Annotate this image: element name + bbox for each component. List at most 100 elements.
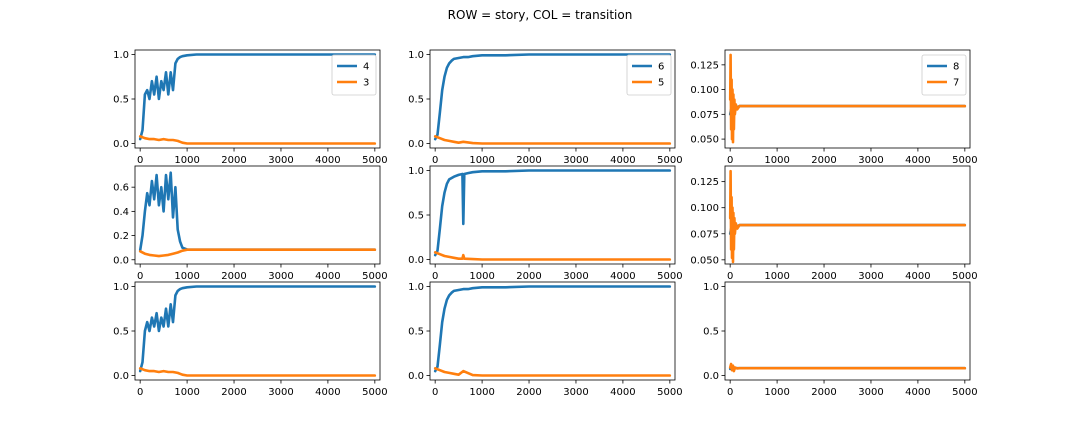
x-tick-label: 4000 xyxy=(610,387,635,398)
x-tick-label: 5000 xyxy=(362,155,387,166)
x-tick-label: 2000 xyxy=(811,271,836,282)
series-line-s0-p3 xyxy=(138,171,377,252)
x-tick-label: 5000 xyxy=(362,387,387,398)
legend-box xyxy=(626,54,672,96)
figure-title: ROW = story, COL = transition xyxy=(447,8,633,22)
x-tick-label: 2000 xyxy=(221,271,246,282)
y-tick-label: 0.5 xyxy=(408,327,424,338)
series-line-s1-p8 xyxy=(728,362,967,373)
series-line-s1-p4 xyxy=(433,251,672,261)
y-tick-label: 1.0 xyxy=(408,50,424,61)
x-tick-label: 4000 xyxy=(315,387,340,398)
subplot-r1-c0: 0 1000 2000 3000 4000 5000 0.0 0.2 0.4 0.6 xyxy=(113,165,388,282)
x-tick-label: 4000 xyxy=(905,271,930,282)
subplot-r0-c2: 0 1000 2000 3000 4000 5000 0.050 0.075 0.100 0.12… xyxy=(690,49,978,166)
x-tick-label: 5000 xyxy=(952,271,977,282)
x-tick-label: 5000 xyxy=(657,387,682,398)
y-tick-label: 0.5 xyxy=(408,95,424,106)
series-line-4-p0 xyxy=(138,53,377,141)
series-line-s0-p5 xyxy=(728,223,967,236)
x-tick-label: 2000 xyxy=(221,155,246,166)
x-tick-label: 1000 xyxy=(469,387,494,398)
series-line-s0-p7 xyxy=(433,285,672,373)
subplot-r1-c1: 0 1000 2000 3000 4000 5000 0.0 0.5 1.0 xyxy=(408,165,683,282)
legend-label: 4 xyxy=(363,62,369,73)
x-tick-label: 0 xyxy=(137,271,143,282)
series-line-6-p1 xyxy=(433,53,672,141)
x-tick-label: 3000 xyxy=(563,155,588,166)
y-tick-label: 0.6 xyxy=(113,183,129,194)
x-tick-label: 0 xyxy=(137,387,143,398)
y-tick-label: 1.0 xyxy=(113,282,129,293)
axes-frame xyxy=(134,165,381,265)
y-tick-label: 0.4 xyxy=(113,207,129,218)
x-tick-label: 2000 xyxy=(516,387,541,398)
y-tick-label: 0.5 xyxy=(408,211,424,222)
x-tick-label: 3000 xyxy=(858,155,883,166)
x-tick-label: 1000 xyxy=(764,155,789,166)
legend-label: 6 xyxy=(658,62,664,73)
x-tick-label: 0 xyxy=(432,271,438,282)
x-tick-label: 1000 xyxy=(174,387,199,398)
x-tick-label: 3000 xyxy=(563,387,588,398)
axes-frame xyxy=(724,281,971,381)
x-tick-label: 4000 xyxy=(905,387,930,398)
axes-frame xyxy=(134,281,381,381)
x-tick-label: 0 xyxy=(727,271,733,282)
y-tick-label: 0.075 xyxy=(690,110,719,121)
y-tick-label: 0.100 xyxy=(690,85,719,96)
y-tick-label: 0.0 xyxy=(408,255,424,266)
y-tick-label: 1.0 xyxy=(113,50,129,61)
x-tick-label: 4000 xyxy=(905,155,930,166)
x-tick-label: 4000 xyxy=(315,155,340,166)
x-tick-label: 4000 xyxy=(610,155,635,166)
x-tick-label: 5000 xyxy=(952,155,977,166)
subplot-r1-c2: 0 1000 2000 3000 4000 5000 0.050 0.075 0.100 0.12… xyxy=(690,165,978,282)
x-tick-label: 1000 xyxy=(174,155,199,166)
x-tick-label: 3000 xyxy=(268,387,293,398)
axes-frame xyxy=(724,165,971,265)
x-tick-label: 1000 xyxy=(764,387,789,398)
series-line-7-p2 xyxy=(728,53,967,144)
subplot-r2-c1: 0 1000 2000 3000 4000 5000 0.0 0.5 1.0 xyxy=(408,281,683,398)
y-tick-label: 0.0 xyxy=(408,139,424,150)
y-tick-label: 1.0 xyxy=(408,282,424,293)
y-tick-label: 0.0 xyxy=(113,371,129,382)
y-tick-label: 1.0 xyxy=(408,166,424,177)
y-tick-label: 0.075 xyxy=(690,229,719,240)
x-tick-label: 2000 xyxy=(811,155,836,166)
x-tick-label: 2000 xyxy=(516,155,541,166)
legend-box xyxy=(921,54,967,96)
legend: 43 xyxy=(331,54,377,96)
y-tick-label: 0.100 xyxy=(690,203,719,214)
x-tick-label: 1000 xyxy=(174,271,199,282)
x-tick-label: 5000 xyxy=(952,387,977,398)
legend: 87 xyxy=(921,54,967,96)
x-tick-label: 3000 xyxy=(268,155,293,166)
x-tick-label: 4000 xyxy=(610,271,635,282)
y-tick-label: 0.050 xyxy=(690,135,719,146)
series-line-s1-p6 xyxy=(138,367,377,377)
x-tick-label: 3000 xyxy=(268,271,293,282)
x-tick-label: 1000 xyxy=(764,271,789,282)
y-tick-label: 0.0 xyxy=(113,255,129,266)
legend-box xyxy=(331,54,377,96)
x-tick-label: 2000 xyxy=(221,387,246,398)
x-tick-label: 0 xyxy=(432,387,438,398)
legend-label: 7 xyxy=(953,78,959,89)
series-line-s0-p4 xyxy=(433,169,672,257)
x-tick-label: 3000 xyxy=(858,271,883,282)
y-tick-label: 0.5 xyxy=(113,327,129,338)
legend-label: 3 xyxy=(363,78,369,89)
x-tick-label: 0 xyxy=(727,387,733,398)
x-tick-label: 1000 xyxy=(469,271,494,282)
subplot-r2-c2: 0 1000 2000 3000 4000 5000 0.0 0.5 1.0 xyxy=(703,281,978,398)
y-tick-label: 0.2 xyxy=(113,231,129,242)
series-line-s1-p5 xyxy=(728,169,967,264)
x-tick-label: 0 xyxy=(727,155,733,166)
x-tick-label: 5000 xyxy=(362,271,387,282)
